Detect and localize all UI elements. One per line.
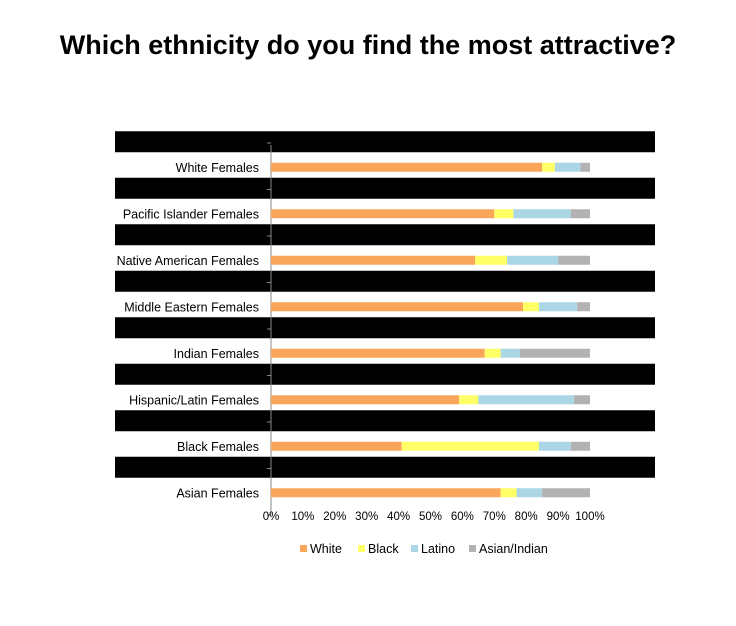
bar-asian-indian-6 xyxy=(570,441,590,451)
bar-latino-1 xyxy=(513,209,571,219)
bar-asian-indian-2 xyxy=(558,255,590,265)
x-tick-label: 70% xyxy=(483,511,506,523)
chart-title: Which ethnicity do you find the most att… xyxy=(59,30,677,60)
bar-asian-indian-7 xyxy=(542,488,590,498)
bar-white-4 xyxy=(271,348,485,358)
category-label: Asian Females xyxy=(176,486,259,500)
bar-asian-indian-3 xyxy=(577,302,590,312)
band-0 xyxy=(115,131,655,153)
bar-black-6 xyxy=(401,441,539,451)
x-tick-label: 90% xyxy=(547,511,570,523)
category-label: Native American Females xyxy=(117,254,259,268)
bar-latino-4 xyxy=(500,348,520,358)
x-tick-label: 100% xyxy=(575,511,604,523)
bar-white-6 xyxy=(271,441,402,451)
bar-asian-indian-5 xyxy=(574,395,590,405)
band-2 xyxy=(115,224,655,246)
bar-asian-indian-0 xyxy=(580,162,590,172)
legend-swatch xyxy=(469,545,476,552)
band-4 xyxy=(115,317,655,339)
legend-label: White xyxy=(310,542,342,556)
x-tick-label: 60% xyxy=(451,511,474,523)
bar-black-5 xyxy=(459,395,479,405)
x-tick-label: 10% xyxy=(291,511,314,523)
legend-label: Black xyxy=(368,542,399,556)
bar-black-7 xyxy=(500,488,517,498)
x-tick-label: 0% xyxy=(263,511,280,523)
category-label: Black Females xyxy=(177,440,259,454)
band-5 xyxy=(115,363,655,385)
category-label: Indian Females xyxy=(174,347,259,361)
bar-latino-2 xyxy=(507,255,559,265)
bar-white-7 xyxy=(271,488,501,498)
band-1 xyxy=(115,177,655,199)
bar-latino-3 xyxy=(538,302,578,312)
band-6 xyxy=(115,410,655,432)
legend-label: Asian/Indian xyxy=(479,542,548,556)
x-tick-label: 80% xyxy=(515,511,538,523)
category-label: Middle Eastern Females xyxy=(124,300,259,314)
x-tick-label: 40% xyxy=(387,511,410,523)
bar-black-3 xyxy=(523,302,539,312)
bar-asian-indian-4 xyxy=(519,348,590,358)
band-3 xyxy=(115,270,655,292)
bar-black-1 xyxy=(494,209,514,219)
category-label: Hispanic/Latin Females xyxy=(129,393,259,407)
legend-swatch xyxy=(300,545,307,552)
legend-swatch xyxy=(358,545,365,552)
category-label: White Females xyxy=(176,161,259,175)
band-7 xyxy=(115,456,655,478)
bar-latino-0 xyxy=(554,162,581,172)
bar-black-0 xyxy=(542,162,555,172)
legend-swatch xyxy=(411,545,418,552)
x-tick-label: 20% xyxy=(323,511,346,523)
legend-label: Latino xyxy=(421,542,455,556)
bar-white-3 xyxy=(271,302,524,312)
bar-white-1 xyxy=(271,209,495,219)
bar-white-2 xyxy=(271,255,476,265)
bar-asian-indian-1 xyxy=(570,209,590,219)
bar-white-5 xyxy=(271,395,460,405)
bar-latino-6 xyxy=(538,441,571,451)
x-tick-label: 30% xyxy=(355,511,378,523)
bar-black-2 xyxy=(475,255,508,265)
bar-black-4 xyxy=(484,348,501,358)
bar-white-0 xyxy=(271,162,543,172)
bar-latino-5 xyxy=(478,395,575,405)
bar-latino-7 xyxy=(516,488,543,498)
x-tick-label: 50% xyxy=(419,511,442,523)
category-label: Pacific Islander Females xyxy=(123,207,259,221)
